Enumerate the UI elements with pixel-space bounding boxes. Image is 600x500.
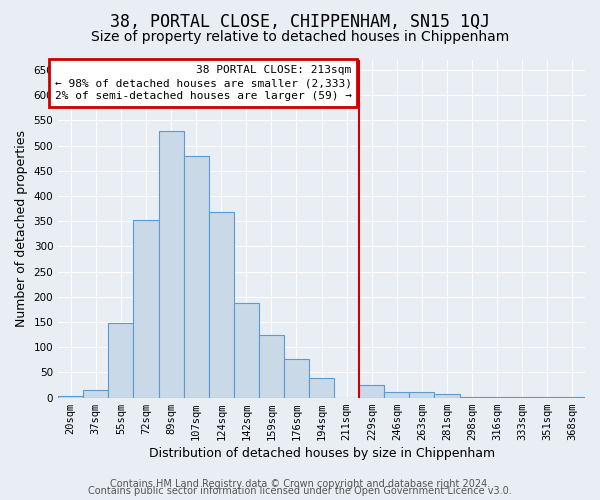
- Text: Size of property relative to detached houses in Chippenham: Size of property relative to detached ho…: [91, 30, 509, 44]
- Bar: [209, 212, 234, 398]
- Text: 38, PORTAL CLOSE, CHIPPENHAM, SN15 1QJ: 38, PORTAL CLOSE, CHIPPENHAM, SN15 1QJ: [110, 12, 490, 30]
- Bar: [158, 130, 184, 398]
- Bar: [560, 396, 585, 398]
- Bar: [58, 396, 83, 398]
- Bar: [434, 394, 460, 398]
- Bar: [259, 334, 284, 398]
- Text: Contains HM Land Registry data © Crown copyright and database right 2024.: Contains HM Land Registry data © Crown c…: [110, 479, 490, 489]
- Text: Contains public sector information licensed under the Open Government Licence v3: Contains public sector information licen…: [88, 486, 512, 496]
- Bar: [510, 396, 535, 398]
- Bar: [83, 390, 109, 398]
- Bar: [109, 323, 133, 398]
- Bar: [359, 384, 385, 398]
- Bar: [409, 392, 434, 398]
- Bar: [485, 396, 510, 398]
- Text: 38 PORTAL CLOSE: 213sqm
← 98% of detached houses are smaller (2,333)
2% of semi-: 38 PORTAL CLOSE: 213sqm ← 98% of detache…: [55, 65, 352, 102]
- Bar: [460, 396, 485, 398]
- Bar: [184, 156, 209, 398]
- Bar: [133, 220, 158, 398]
- Bar: [284, 360, 309, 398]
- Bar: [309, 378, 334, 398]
- X-axis label: Distribution of detached houses by size in Chippenham: Distribution of detached houses by size …: [149, 447, 494, 460]
- Bar: [385, 392, 409, 398]
- Bar: [234, 303, 259, 398]
- Bar: [535, 396, 560, 398]
- Y-axis label: Number of detached properties: Number of detached properties: [15, 130, 28, 328]
